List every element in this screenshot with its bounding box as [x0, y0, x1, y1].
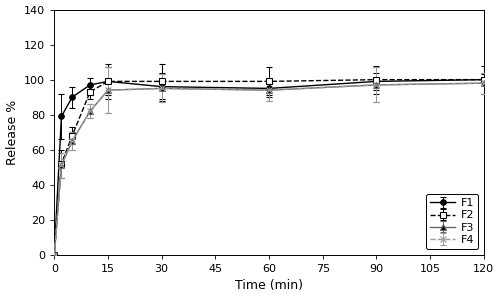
X-axis label: Time (min): Time (min) — [235, 280, 303, 292]
Legend: F1, F2, F3, F4: F1, F2, F3, F4 — [426, 194, 478, 249]
Y-axis label: Release %: Release % — [6, 100, 18, 165]
